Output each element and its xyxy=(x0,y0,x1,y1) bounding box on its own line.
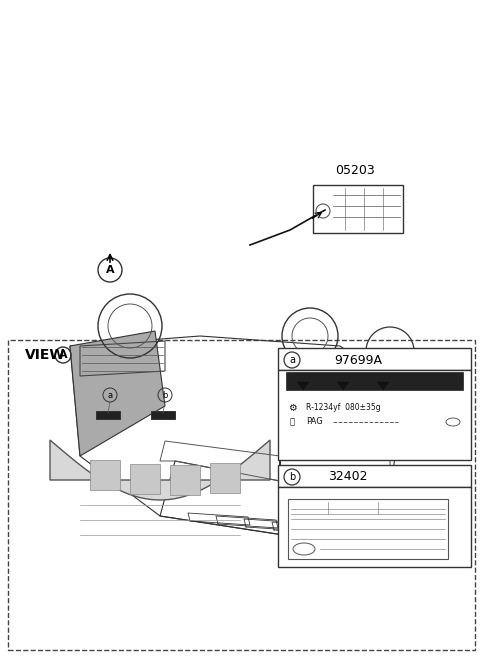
Text: a: a xyxy=(108,390,113,400)
FancyBboxPatch shape xyxy=(278,348,471,370)
Text: PAG: PAG xyxy=(306,417,323,426)
Text: 05203: 05203 xyxy=(335,163,375,176)
Text: A: A xyxy=(106,265,114,275)
Text: R-1234yf  080±35g: R-1234yf 080±35g xyxy=(306,403,381,413)
FancyBboxPatch shape xyxy=(278,487,471,567)
Polygon shape xyxy=(337,382,349,390)
Polygon shape xyxy=(50,440,270,500)
Text: a: a xyxy=(289,355,295,365)
FancyBboxPatch shape xyxy=(8,340,475,650)
Text: 32402: 32402 xyxy=(328,470,368,483)
FancyBboxPatch shape xyxy=(96,411,120,419)
Text: A: A xyxy=(59,350,67,360)
FancyBboxPatch shape xyxy=(210,462,240,493)
Text: VIEW: VIEW xyxy=(25,348,66,362)
FancyBboxPatch shape xyxy=(170,465,200,495)
FancyBboxPatch shape xyxy=(151,411,175,419)
Text: ⚙: ⚙ xyxy=(288,403,296,413)
FancyBboxPatch shape xyxy=(278,465,471,487)
Polygon shape xyxy=(297,382,309,390)
Polygon shape xyxy=(70,331,165,456)
FancyBboxPatch shape xyxy=(130,464,160,494)
Text: b: b xyxy=(289,472,295,482)
FancyBboxPatch shape xyxy=(286,372,463,390)
FancyBboxPatch shape xyxy=(313,185,403,233)
FancyBboxPatch shape xyxy=(278,370,471,460)
Text: 97699A: 97699A xyxy=(334,354,382,367)
FancyBboxPatch shape xyxy=(288,499,448,559)
Polygon shape xyxy=(377,382,389,390)
FancyBboxPatch shape xyxy=(90,461,120,491)
Text: b: b xyxy=(162,390,168,400)
Text: 🔧: 🔧 xyxy=(289,417,295,426)
